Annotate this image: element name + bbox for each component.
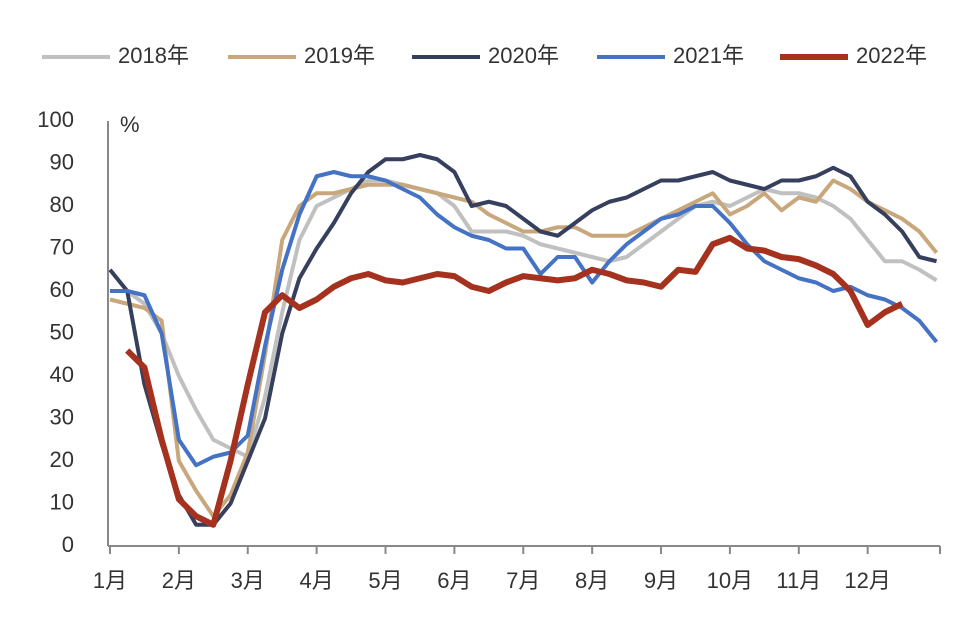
x-tick-label: 12月: [844, 568, 890, 593]
legend-label: 2021年: [673, 43, 744, 68]
x-tick-label: 6月: [437, 568, 471, 593]
y-tick-label: 30: [50, 404, 74, 429]
y-unit: %: [120, 112, 140, 137]
x-tick-label: 1月: [93, 568, 127, 593]
x-tick-label: 8月: [575, 568, 609, 593]
x-tick-label: 3月: [231, 568, 265, 593]
series-line: [108, 153, 938, 527]
x-tick-label: 11月: [776, 568, 821, 593]
y-tick-label: 20: [50, 447, 74, 472]
legend-label: 2018年: [118, 43, 189, 68]
y-tick-label: 60: [50, 277, 74, 302]
y-tick-label: 90: [50, 149, 74, 174]
x-tick-label: 2月: [162, 568, 196, 593]
legend-label: 2020年: [488, 43, 559, 68]
x-tick-label: 5月: [368, 568, 402, 593]
legend-label: 2019年: [304, 43, 375, 68]
x-tick-label: 7月: [506, 568, 540, 593]
y-tick-label: 100: [37, 107, 74, 132]
y-tick-label: 0: [62, 532, 74, 557]
series-line: [110, 170, 939, 468]
series-line: [110, 178, 938, 459]
legend-label: 2022年: [856, 43, 927, 68]
y-tick-label: 80: [50, 192, 74, 217]
x-tick-label: 4月: [300, 568, 334, 593]
x-tick-label: 10月: [707, 568, 753, 593]
y-tick-label: 40: [50, 362, 74, 387]
series-line: [125, 234, 904, 528]
y-tick-label: 50: [50, 319, 74, 344]
y-tick-label: 10: [50, 489, 74, 514]
x-tick-label: 9月: [644, 568, 678, 593]
series-line: [109, 178, 939, 519]
y-tick-label: 70: [50, 234, 74, 259]
